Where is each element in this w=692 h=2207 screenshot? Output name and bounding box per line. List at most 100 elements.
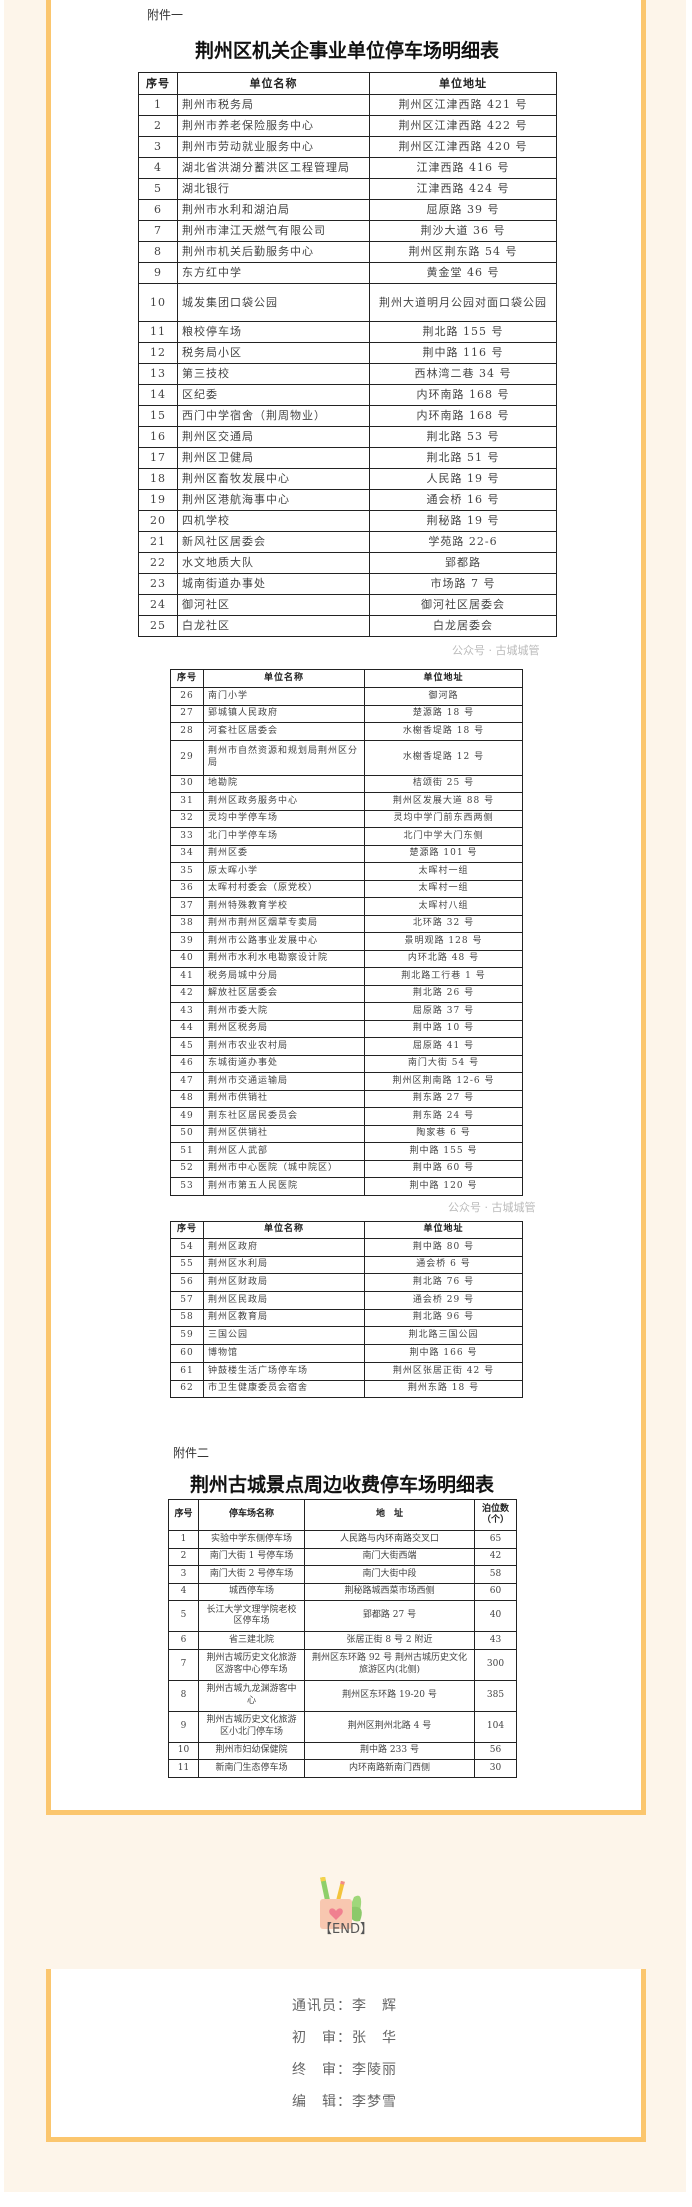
table-row: 9 东方红中学 黄金堂 46 号	[138, 262, 557, 284]
cell-index: 11	[168, 1759, 199, 1778]
attachment-2-title: 荆州古城景点周边收费停车场明细表	[189, 1474, 494, 1496]
cell-unit-name: 御河社区	[177, 594, 370, 616]
cell-index: 25	[138, 615, 178, 637]
table-row: 24 御河社区 御河社区居委会	[138, 594, 557, 616]
cell-unit-name: 荆州特殊教育学校	[203, 897, 365, 916]
cell-unit-name: 北门中学停车场	[203, 827, 365, 846]
cell-index: 10	[138, 283, 178, 322]
cell-index: 18	[138, 468, 178, 490]
cell-index: 13	[138, 363, 178, 385]
cell-unit-name: 荆州市供销社	[203, 1089, 365, 1108]
table-row: 32 灵均中学停车场 灵均中学门前东西两侧	[170, 809, 523, 828]
table-row: 53 荆州市第五人民医院 荆中路 120 号	[170, 1177, 523, 1196]
cell-index: 3	[138, 136, 178, 158]
cell-spaces: 42	[474, 1547, 517, 1566]
table-header-row: 序号 单位名称 单位地址	[170, 669, 523, 688]
cell-index: 42	[170, 984, 204, 1003]
cell-unit-name: 荆州市荆州区烟草专卖局	[203, 914, 365, 933]
cell-index: 43	[170, 1002, 204, 1021]
cell-unit-name: 原太晖小学	[203, 862, 365, 881]
table-row: 29 荆州市自然资源和规划局荆州区分局 水榭香堤路 12 号	[170, 739, 523, 776]
cell-unit-name: 荆东社区居民委员会	[203, 1107, 365, 1126]
cell-address: 荆州东路 18 号	[364, 1379, 523, 1399]
table-header-row: 序号 单位名称 单位地址	[170, 1221, 523, 1239]
table-row: 45 荆州市农业农村局 屈原路 41 号	[170, 1037, 523, 1056]
cell-spaces: 43	[474, 1631, 517, 1650]
cell-address: 荆州区江津西路 422 号	[369, 115, 557, 137]
cell-address: 郢都路	[369, 552, 557, 574]
cell-lot-name: 实验中学东侧停车场	[198, 1530, 305, 1549]
cell-lot-name: 南门大街 2 号停车场	[198, 1565, 305, 1584]
cell-lot-name: 南门大街 1 号停车场	[198, 1547, 305, 1566]
cell-address: 屈原路 41 号	[364, 1037, 523, 1056]
cell-unit-name: 荆州区畜牧发展中心	[177, 468, 370, 490]
table-row: 3 荆州市劳动就业服务中心 荆州区江津西路 420 号	[138, 136, 557, 158]
cell-address: 荆州区东环路 92 号 荆州古城历史文化旅游区内(北侧)	[304, 1648, 475, 1681]
cell-address: 张居正街 8 号 2 附近	[304, 1631, 475, 1650]
cell-index: 49	[170, 1107, 204, 1126]
cell-index: 6	[138, 199, 178, 221]
header-name: 单位名称	[203, 669, 365, 688]
table-row: 10 城发集团口袋公园 荆州大道明月公园对面口袋公园	[138, 283, 557, 322]
cell-unit-name: 税务局城中分局	[203, 967, 365, 986]
cell-index: 40	[170, 949, 204, 968]
cell-address: 陶家巷 6 号	[364, 1124, 523, 1143]
cell-unit-name: 钟鼓楼生活广场停车场	[203, 1361, 365, 1381]
table-row: 5 湖北银行 江津西路 424 号	[138, 178, 557, 200]
cell-unit-name: 荆州区卫健局	[177, 447, 370, 469]
table-row: 15 西门中学宿舍（荆周物业） 内环南路 168 号	[138, 405, 557, 427]
cell-address: 黄金堂 46 号	[369, 262, 557, 284]
cell-index: 17	[138, 447, 178, 469]
table-row: 48 荆州市供销社 荆东路 27 号	[170, 1089, 523, 1108]
cell-address: 荆州区发展大道 88 号	[364, 792, 523, 811]
cell-address: 荆中路 10 号	[364, 1019, 523, 1038]
cell-address: 荆北路 51 号	[369, 447, 557, 469]
cell-address: 屈原路 39 号	[369, 199, 557, 221]
cell-unit-name: 河套社区居委会	[203, 722, 365, 741]
cell-address: 荆秘路 19 号	[369, 510, 557, 532]
cell-unit-name: 三国公园	[203, 1326, 365, 1346]
cell-index: 16	[138, 426, 178, 448]
cell-unit-name: 荆州区政务服务中心	[203, 792, 365, 811]
cell-address: 市场路 7 号	[369, 573, 557, 595]
paid-parking-table: 序号 停车场名称 地 址 泊位数（个） 1 实验中学东侧停车场 人民路与内环南路交叉…	[168, 1499, 517, 1778]
table-row: 26 南门小学 御河路	[170, 687, 523, 706]
watermark: 公众号 · 古城城管	[448, 1201, 536, 1214]
cell-unit-name: 荆州市税务局	[177, 94, 370, 116]
cell-address: 荆东路 24 号	[364, 1107, 523, 1126]
cell-address: 西林湾二巷 34 号	[369, 363, 557, 385]
cell-unit-name: 博物馆	[203, 1344, 365, 1363]
table-row: 31 荆州区政务服务中心 荆州区发展大道 88 号	[170, 792, 523, 811]
cell-unit-name: 区纪委	[177, 384, 370, 406]
cell-unit-name: 荆州市自然资源和规划局荆州区分局	[203, 739, 365, 776]
cell-spaces: 58	[474, 1565, 517, 1584]
cell-index: 23	[138, 573, 178, 595]
cell-address: 荆中路 166 号	[364, 1344, 523, 1363]
cell-index: 39	[170, 932, 204, 951]
cell-unit-name: 东城街道办事处	[203, 1054, 365, 1073]
table-row: 27 郢城镇人民政府 楚源路 18 号	[170, 704, 523, 723]
cell-address: 楚源路 18 号	[364, 704, 523, 723]
cell-address: 荆北路 76 号	[364, 1273, 523, 1293]
attachment-1-label: 附件一	[147, 8, 184, 22]
cell-index: 56	[170, 1273, 204, 1293]
cell-unit-name: 荆州市委大院	[203, 1002, 365, 1021]
cell-unit-name: 荆州市农业农村局	[203, 1037, 365, 1056]
header-index: 序号	[168, 1499, 199, 1531]
table-row: 9 荆州古城历史文化旅游区小北门停车场 荆州区荆州北路 4 号 104	[168, 1710, 517, 1743]
cell-address: 南门大街 54 号	[364, 1054, 523, 1073]
cell-spaces: 385	[474, 1679, 517, 1712]
cell-address: 学苑路 22-6	[369, 531, 557, 553]
table-row: 10 荆州市妇幼保健院 荆中路 233 号 56	[168, 1741, 517, 1760]
cell-unit-name: 税务局小区	[177, 342, 370, 364]
table-row: 7 荆州古城历史文化旅游区游客中心停车场 荆州区东环路 92 号 荆州古城历史文化旅…	[168, 1648, 517, 1681]
cell-address: 御河路	[364, 687, 523, 706]
cell-spaces: 104	[474, 1710, 517, 1743]
cell-index: 5	[168, 1600, 199, 1632]
table-row: 3 南门大街 2 号停车场 南门大街中段 58	[168, 1565, 517, 1584]
cell-spaces: 56	[474, 1741, 517, 1760]
cell-unit-name: 荆州市水利和湖泊局	[177, 199, 370, 221]
cell-address: 南门大街中段	[304, 1565, 475, 1584]
cell-unit-name: 四机学校	[177, 510, 370, 532]
cell-unit-name: 粮校停车场	[177, 321, 370, 343]
